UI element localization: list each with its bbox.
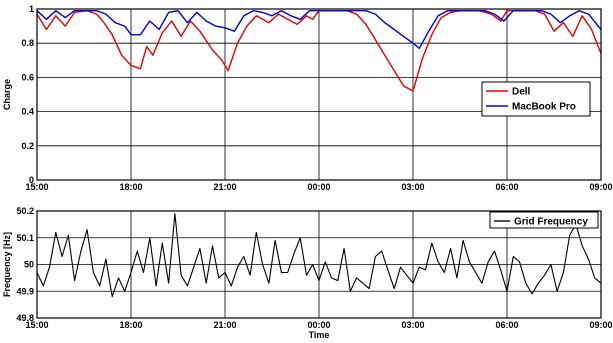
freq-x-tick-label: 09:00 [589,320,612,330]
freq-y-tick-label: 49.9 [16,286,34,296]
freq-x-tick-label: 03:00 [401,320,424,330]
charge-legend-box [481,81,591,117]
freq-y-tick-label: 50.2 [16,206,34,216]
freq-plot-frame [36,210,602,319]
charge-plot-frame [36,8,602,181]
freq-y-tick-label: 50 [24,260,34,270]
freq-legend-box [489,211,599,229]
charge-x-tick-label: 06:00 [495,182,518,192]
frequency-chart: 15:00 18:00 21:00 00:00 03:00 06:00 09:00 49.8 4… [2,206,613,340]
charge-x-tick-label: 00:00 [307,182,330,192]
freq-x-axis-label: Time [309,330,330,340]
charge-y-tick-label: 0.8 [21,38,34,48]
charge-chart: 15:00 18:00 21:00 00:00 03:00 06:00 09:00 0 0.2 0… [2,4,613,192]
freq-series-grid-frequency [36,213,602,298]
freq-x-tick-label: 06:00 [495,320,518,330]
charge-y-tick-label: 0.6 [21,72,34,82]
charge-series-dell [36,9,602,92]
freq-x-tick-label: 18:00 [119,320,142,330]
freq-x-tick-label: 15:00 [25,320,48,330]
freq-x-tick-label: 00:00 [307,320,330,330]
charge-y-tick-label: 0.2 [21,141,34,151]
freq-x-tick-label: 21:00 [213,320,236,330]
freq-y-tick-label: 49.8 [16,313,34,323]
freq-y-axis-label: Frequency [Hz] [2,232,12,297]
charge-x-tick-label: 21:00 [213,182,236,192]
freq-legend-label: Grid Frequency [514,217,588,228]
charge-y-tick-label: 1 [29,4,34,14]
charge-x-tick-label: 15:00 [25,182,48,192]
charge-legend-label: MacBook Pro [512,102,576,113]
charge-legend-label: Dell [512,87,531,98]
charge-x-tick-label: 03:00 [401,182,424,192]
charge-x-tick-label: 18:00 [119,182,142,192]
freq-legend: Grid Frequency [489,211,599,229]
charge-legend: Dell MacBook Pro [481,81,591,117]
charge-y-tick-label: 0.4 [21,107,34,117]
charge-y-axis-label: Charge [2,79,12,110]
charge-y-tick-label: 0 [29,175,34,185]
freq-y-tick-label: 50.1 [16,233,34,243]
charge-series-macbook-pro [36,9,602,49]
charge-x-tick-label: 09:00 [589,182,612,192]
